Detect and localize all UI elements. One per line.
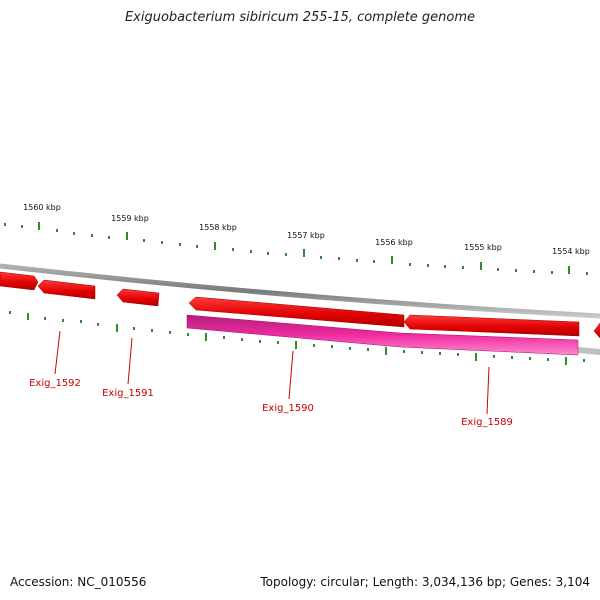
- tick-label-1557: 1557 kbp: [287, 231, 325, 240]
- map-title: Exiguobacterium sibiricum 255-15, comple…: [124, 10, 476, 25]
- gene-label-exig-1591[interactable]: Exig_1591: [102, 388, 154, 399]
- genome-summary-text: Topology: circular; Length: 3,034,136 bp…: [260, 575, 590, 589]
- backbone-arc-lower: [578, 347, 600, 355]
- tick-label-1556: 1556 kbp: [375, 238, 413, 247]
- gene-label-exig-1589[interactable]: Exig_1589: [461, 417, 513, 428]
- cds-feature-bar[interactable]: [186, 314, 579, 356]
- gene-leader-lines: [54, 330, 490, 415]
- gene-arrow-exig-1589[interactable]: [403, 314, 580, 337]
- gene-arrow-exig-1590[interactable]: [188, 296, 405, 328]
- tick-label-1559: 1559 kbp: [111, 214, 149, 223]
- gene-arrow-exig-1592[interactable]: [37, 279, 96, 300]
- outer-tick-ruler: [4, 222, 588, 275]
- gene-arrow-left-edge[interactable]: [0, 271, 39, 291]
- gene-arrow-exig-1591[interactable]: [116, 288, 160, 307]
- tick-label-1554: 1554 kbp: [552, 247, 590, 256]
- accession-text: Accession: NC_010556: [10, 575, 147, 589]
- tick-label-1558: 1558 kbp: [199, 223, 237, 232]
- tick-label-1560: 1560 kbp: [23, 203, 61, 212]
- gene-label-exig-1592[interactable]: Exig_1592: [29, 378, 81, 389]
- inner-tick-ruler: [9, 311, 585, 365]
- gene-label-exig-1590[interactable]: Exig_1590: [262, 403, 314, 414]
- tick-label-1555: 1555 kbp: [464, 243, 502, 252]
- gene-arrows-row: [0, 271, 600, 339]
- backbone-arc: [0, 263, 600, 319]
- gene-arrow-right-edge[interactable]: [593, 322, 600, 339]
